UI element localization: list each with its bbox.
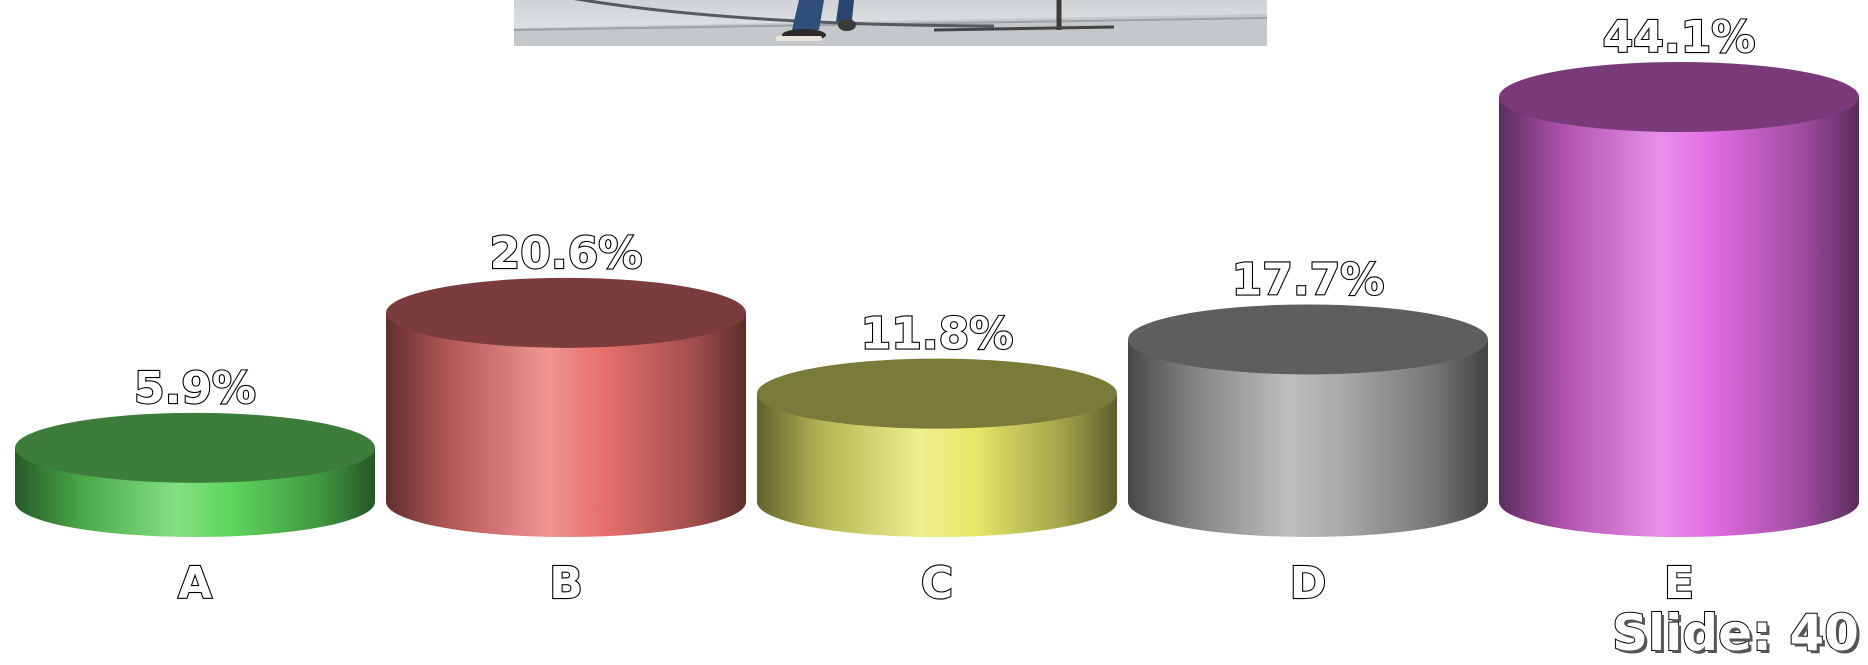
value-label-C: 11.8% xyxy=(861,309,1014,360)
bar-side-E xyxy=(1499,97,1859,537)
category-label-E: E xyxy=(1664,558,1694,609)
category-label-C: C xyxy=(921,558,953,609)
bar-A xyxy=(15,412,375,537)
skateboard-photo xyxy=(514,0,1267,46)
photo-art xyxy=(514,0,1267,46)
category-labels-group: A B C D E xyxy=(177,557,1695,610)
bar-top-B xyxy=(386,277,746,348)
bar-top-E xyxy=(1499,62,1859,132)
slide-number-label: Slide: 40 xyxy=(1611,604,1860,662)
bar-side-B xyxy=(386,312,746,537)
bar-D xyxy=(1128,304,1488,537)
bar-C xyxy=(757,358,1117,537)
value-label-D: 17.7% xyxy=(1232,254,1385,305)
bar-side-D xyxy=(1128,339,1488,537)
bar-top-D xyxy=(1128,304,1488,375)
value-label-A: 5.9% xyxy=(134,363,256,414)
value-labels-group: 5.9% 20.6% 11.8% 17.7% 44.1% xyxy=(133,11,1757,415)
bars-group xyxy=(15,62,1859,537)
value-label-B: 20.6% xyxy=(490,228,643,279)
category-label-D: D xyxy=(1290,558,1327,609)
category-label-B: B xyxy=(549,558,583,609)
bar-side-C xyxy=(757,393,1117,537)
bar-B xyxy=(386,277,746,537)
bar-top-A xyxy=(15,412,375,483)
category-label-A: A xyxy=(178,558,212,609)
bar-top-C xyxy=(757,358,1117,429)
bar-E xyxy=(1499,62,1859,537)
value-label-E: 44.1% xyxy=(1603,12,1756,63)
